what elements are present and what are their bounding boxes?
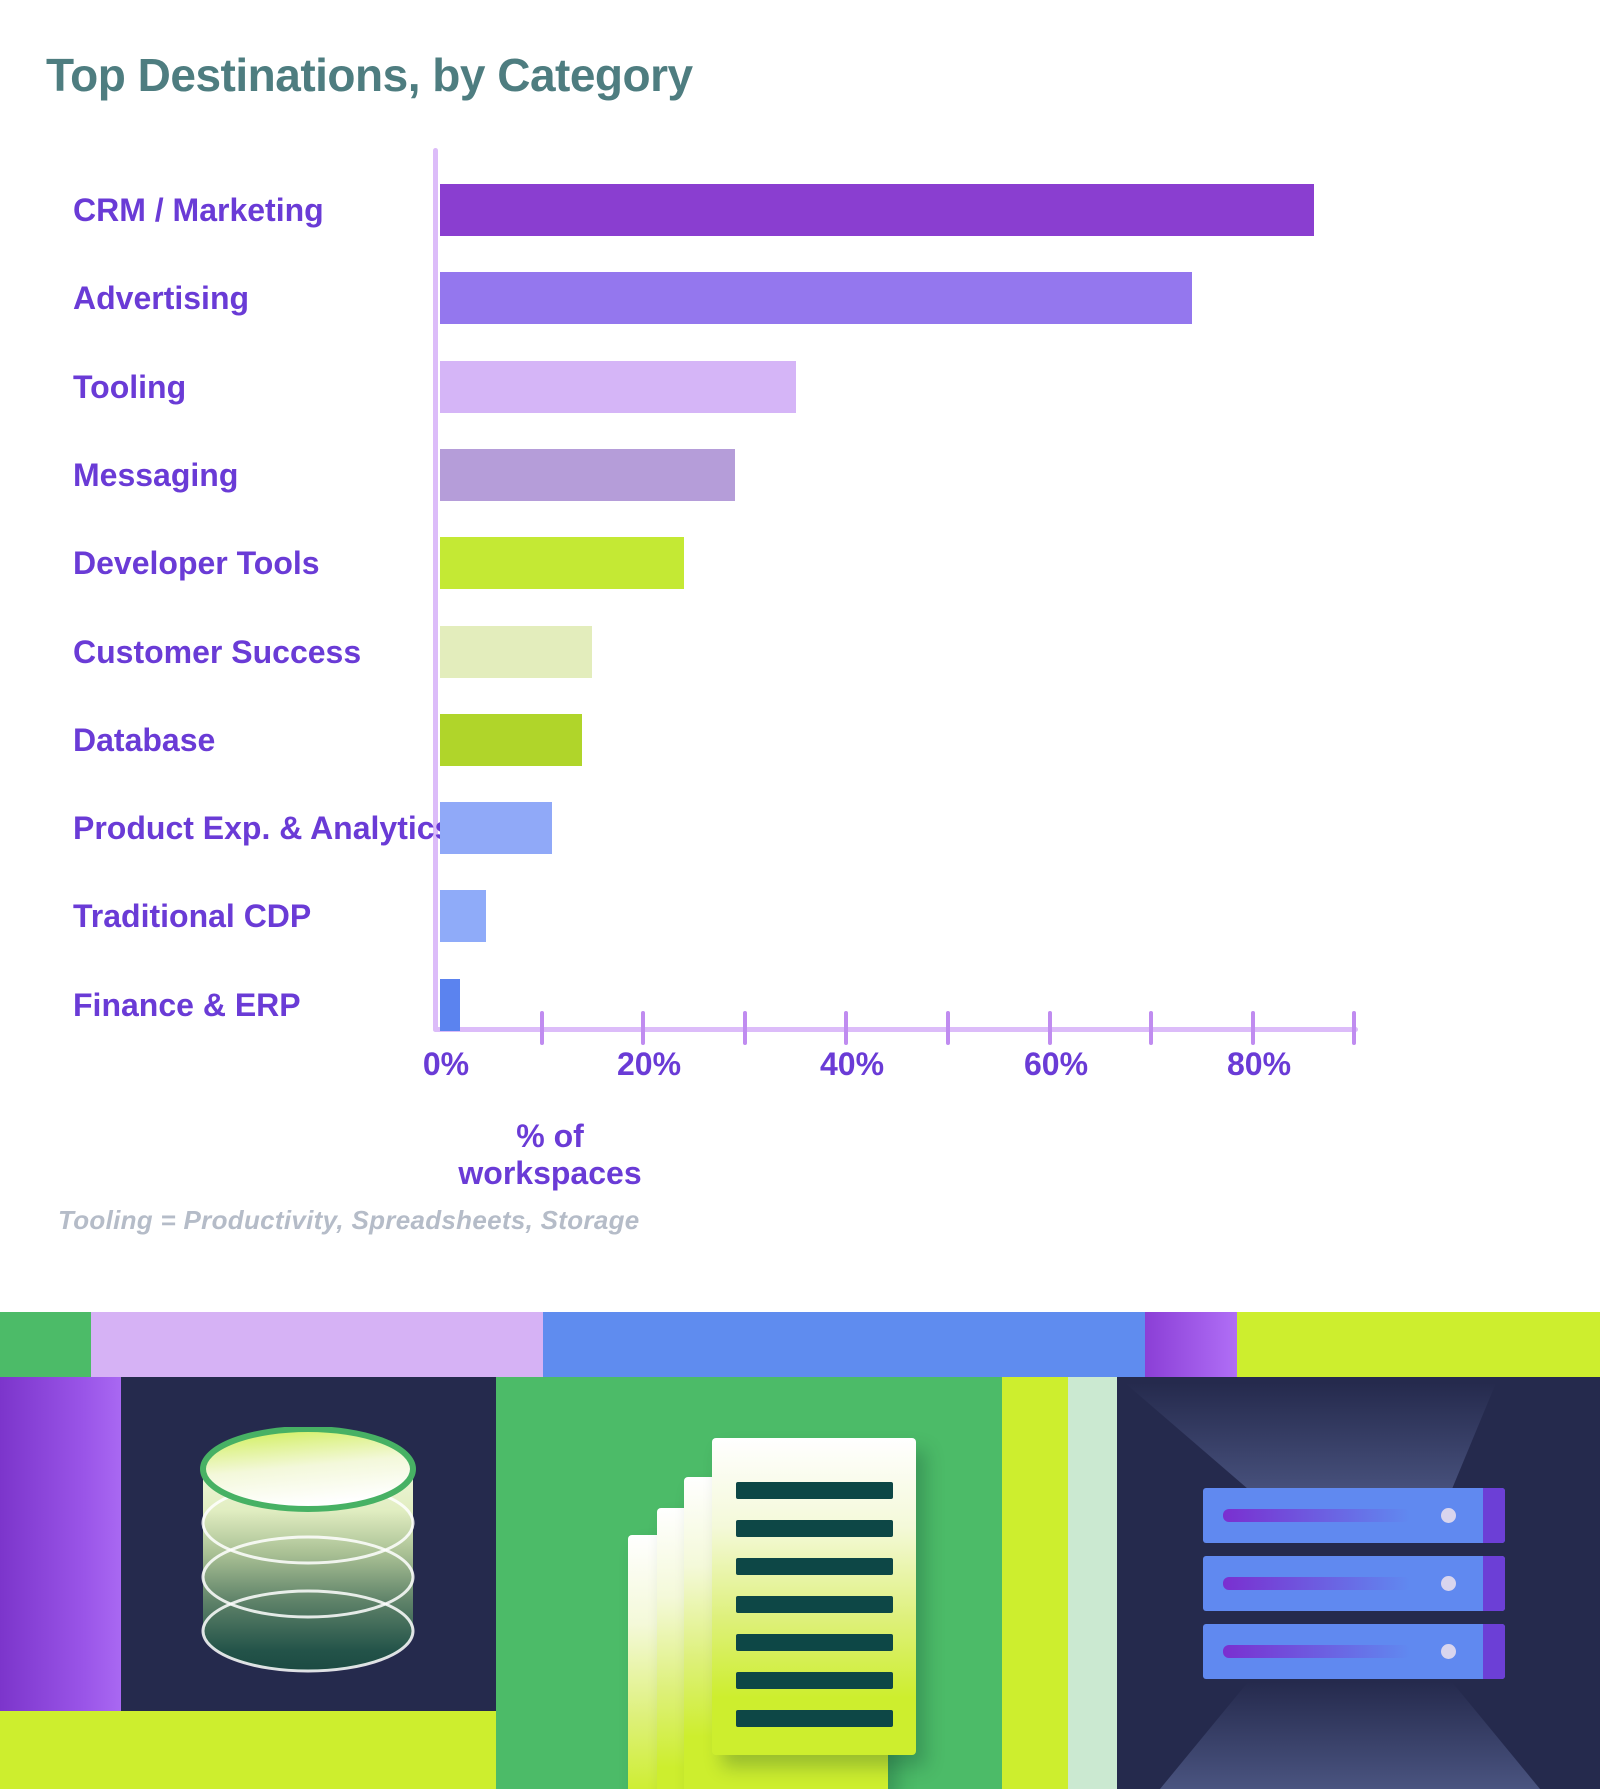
- lime-footer-block: [0, 1711, 496, 1789]
- mint-stripe: [1068, 1377, 1117, 1789]
- lime-stripe: [1002, 1377, 1068, 1789]
- category-label: Advertising: [73, 280, 250, 316]
- bar: [440, 626, 592, 678]
- x-axis-tick-label: 0%: [422, 1046, 470, 1082]
- server-slot: [1223, 1509, 1410, 1522]
- strip-lime: [1237, 1312, 1600, 1377]
- category-label: CRM / Marketing: [73, 192, 324, 228]
- x-axis-tick-label: 40%: [819, 1046, 885, 1082]
- server-led: [1441, 1508, 1456, 1523]
- x-axis-title: % of workspaces: [458, 1118, 642, 1191]
- server-end-cap: [1483, 1488, 1505, 1543]
- bar: [440, 714, 582, 766]
- server-slot: [1223, 1577, 1410, 1590]
- page-title: Top Destinations, by Category: [46, 49, 693, 101]
- server-unit: [1203, 1556, 1505, 1611]
- server-slot: [1223, 1645, 1410, 1658]
- bar: [440, 890, 486, 942]
- x-axis-tick: [1048, 1011, 1052, 1045]
- bar: [440, 537, 684, 589]
- light-beam-top: [1125, 1383, 1496, 1489]
- database-cylinder-icon: [200, 1427, 416, 1673]
- document-text-line: [736, 1710, 893, 1727]
- bar: [440, 979, 460, 1031]
- x-axis-tick: [743, 1011, 747, 1045]
- purple-sidebar: [0, 1377, 121, 1711]
- x-axis-tick: [1251, 1011, 1255, 1045]
- strip-lilac: [91, 1312, 543, 1377]
- document-text-line: [736, 1596, 893, 1613]
- server-unit: [1203, 1488, 1505, 1543]
- x-axis-tick: [1352, 1011, 1356, 1045]
- strip-purple-gradient: [1145, 1312, 1237, 1377]
- bar: [440, 184, 1314, 236]
- database-panel: [121, 1377, 496, 1711]
- x-axis-tick: [844, 1011, 848, 1045]
- category-label: Messaging: [73, 457, 239, 493]
- x-axis-tick-label: 20%: [616, 1046, 682, 1082]
- server-led: [1441, 1644, 1456, 1659]
- x-axis-tick: [946, 1011, 950, 1045]
- strip-green: [0, 1312, 91, 1377]
- category-label: Finance & ERP: [73, 987, 301, 1023]
- strip-blue: [543, 1312, 1145, 1377]
- x-axis-line: [433, 1027, 1358, 1032]
- document-text-line: [736, 1520, 893, 1537]
- document-page: [712, 1438, 916, 1755]
- x-axis-tick-label: 60%: [1023, 1046, 1089, 1082]
- y-axis-line: [433, 148, 438, 1032]
- x-axis-tick: [1149, 1011, 1153, 1045]
- document-text-line: [736, 1634, 893, 1651]
- x-axis-tick-label: 80%: [1226, 1046, 1292, 1082]
- footnote: Tooling = Productivity, Spreadsheets, St…: [58, 1205, 640, 1235]
- category-label: Customer Success: [73, 634, 362, 670]
- server-unit: [1203, 1624, 1505, 1679]
- category-label: Traditional CDP: [73, 898, 312, 934]
- bar: [440, 802, 552, 854]
- category-label: Developer Tools: [73, 545, 320, 581]
- bar: [440, 361, 796, 413]
- category-label: Tooling: [73, 369, 187, 405]
- x-axis-tick: [641, 1011, 645, 1045]
- bar: [440, 449, 735, 501]
- server-panel: [1117, 1377, 1600, 1789]
- document-text-line: [736, 1672, 893, 1689]
- server-end-cap: [1483, 1624, 1505, 1679]
- x-axis-tick: [540, 1011, 544, 1045]
- server-led: [1441, 1576, 1456, 1591]
- category-label: Database: [73, 722, 216, 758]
- document-text-line: [736, 1558, 893, 1575]
- stacked-documents-icon: [496, 1377, 1117, 1789]
- category-label: Product Exp. & Analytics: [73, 810, 453, 846]
- light-beam-bottom: [1160, 1682, 1540, 1789]
- document-text-line: [736, 1482, 893, 1499]
- server-end-cap: [1483, 1556, 1505, 1611]
- bar: [440, 272, 1192, 324]
